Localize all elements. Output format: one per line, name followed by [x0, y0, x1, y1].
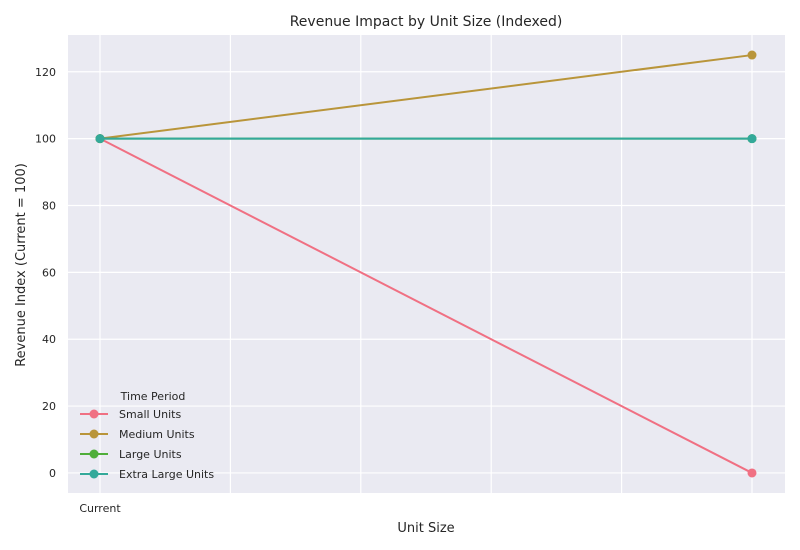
legend-label: Medium Units [119, 428, 195, 441]
series-line [99, 54, 753, 140]
y-tick-label: 20 [42, 400, 56, 413]
data-point [747, 468, 757, 478]
x-axis-label: Unit Size [397, 521, 454, 536]
y-tick-label: 60 [42, 266, 56, 279]
data-point [747, 134, 757, 144]
legend: Time Period Small Units Medium Units Large… [80, 390, 214, 481]
chart-title: Revenue Impact by Unit Size (Indexed) [290, 14, 563, 30]
data-point [95, 134, 105, 144]
legend-title: Time Period [120, 390, 186, 403]
y-tick-label: 40 [42, 333, 56, 346]
x-tick-label: Current [79, 502, 121, 515]
series-extra-large-units [95, 134, 757, 144]
x-axis-ticks: Current [79, 502, 121, 515]
y-tick-label: 80 [42, 199, 56, 212]
legend-item: Extra Large Units [80, 468, 214, 481]
legend-marker [89, 409, 99, 419]
legend-item: Medium Units [80, 428, 195, 441]
y-axis-label: Revenue Index (Current = 100) [14, 163, 29, 367]
y-tick-label: 0 [49, 467, 56, 480]
legend-marker [89, 469, 99, 479]
y-axis-ticks: 0 20 40 60 80 100 120 [35, 66, 56, 480]
series-group [95, 50, 757, 478]
legend-label: Small Units [119, 408, 181, 421]
legend-item: Large Units [80, 448, 182, 461]
legend-marker [89, 449, 99, 459]
y-tick-label: 100 [35, 133, 56, 146]
data-point [747, 50, 757, 60]
legend-label: Large Units [119, 448, 182, 461]
legend-marker [89, 429, 99, 439]
series-line [99, 137, 753, 474]
legend-label: Extra Large Units [119, 468, 214, 481]
plot-background [68, 35, 785, 493]
legend-item: Small Units [80, 408, 181, 421]
y-tick-label: 120 [35, 66, 56, 79]
